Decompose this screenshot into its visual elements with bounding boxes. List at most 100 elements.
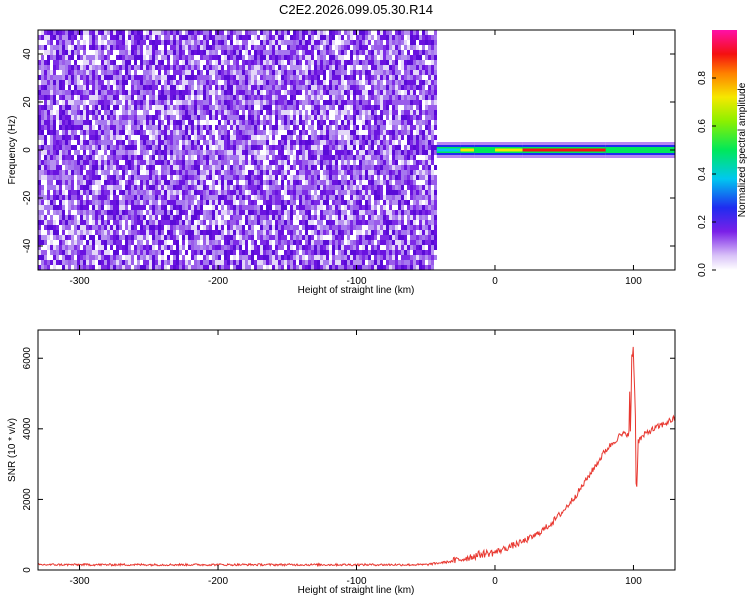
noise-cell — [341, 145, 344, 150]
noise-cell — [200, 140, 203, 145]
noise-cell — [167, 130, 170, 135]
noise-cell — [236, 150, 239, 155]
noise-cell — [83, 105, 86, 110]
noise-cell — [146, 230, 149, 235]
noise-cell — [164, 245, 167, 250]
noise-cell — [77, 265, 80, 270]
noise-cell — [224, 190, 227, 195]
noise-cell — [326, 245, 329, 250]
noise-cell — [293, 225, 296, 230]
noise-cell — [149, 155, 152, 160]
noise-cell — [320, 135, 323, 140]
noise-cell — [281, 220, 284, 225]
noise-cell — [83, 40, 86, 45]
noise-cell — [113, 250, 116, 255]
noise-cell — [128, 85, 131, 90]
noise-cell — [338, 240, 341, 245]
noise-cell — [266, 145, 269, 150]
noise-cell — [323, 95, 326, 100]
noise-cell — [92, 130, 95, 135]
noise-cell — [185, 65, 188, 70]
noise-cell — [311, 55, 314, 60]
noise-cell — [287, 130, 290, 135]
noise-cell — [302, 100, 305, 105]
noise-cell — [155, 260, 158, 265]
noise-cell — [128, 125, 131, 130]
noise-cell — [116, 140, 119, 145]
noise-cell — [266, 40, 269, 45]
noise-cell — [332, 70, 335, 75]
noise-cell — [206, 85, 209, 90]
noise-cell — [170, 55, 173, 60]
noise-cell — [257, 65, 260, 70]
noise-cell — [113, 100, 116, 105]
noise-cell — [326, 185, 329, 190]
noise-cell — [257, 60, 260, 65]
noise-cell — [302, 225, 305, 230]
noise-cell — [206, 100, 209, 105]
noise-cell — [257, 265, 260, 270]
noise-cell — [326, 115, 329, 120]
noise-cell — [101, 255, 104, 260]
noise-cell — [206, 225, 209, 230]
noise-cell — [251, 125, 254, 130]
noise-cell — [68, 40, 71, 45]
noise-cell — [101, 170, 104, 175]
noise-cell — [143, 130, 146, 135]
noise-cell — [143, 110, 146, 115]
noise-cell — [47, 170, 50, 175]
noise-cell — [161, 50, 164, 55]
noise-cell — [56, 230, 59, 235]
noise-cell — [128, 205, 131, 210]
noise-cell — [284, 145, 287, 150]
noise-cell — [182, 155, 185, 160]
noise-cell — [161, 135, 164, 140]
noise-cell — [299, 165, 302, 170]
noise-cell — [128, 185, 131, 190]
noise-cell — [128, 75, 131, 80]
noise-cell — [242, 115, 245, 120]
noise-cell — [38, 180, 41, 185]
noise-cell — [164, 170, 167, 175]
noise-cell — [110, 240, 113, 245]
noise-cell — [98, 70, 101, 75]
noise-cell — [74, 30, 77, 35]
noise-cell — [164, 200, 167, 205]
noise-cell — [107, 50, 110, 55]
noise-cell — [179, 195, 182, 200]
noise-cell — [131, 255, 134, 260]
noise-cell — [95, 85, 98, 90]
noise-cell — [206, 50, 209, 55]
noise-cell — [95, 90, 98, 95]
noise-cell — [65, 260, 68, 265]
noise-cell — [296, 240, 299, 245]
noise-cell — [170, 240, 173, 245]
noise-cell — [209, 180, 212, 185]
noise-cell — [179, 160, 182, 165]
noise-cell — [110, 265, 113, 270]
noise-cell — [287, 150, 290, 155]
noise-cell — [251, 120, 254, 125]
noise-cell — [170, 205, 173, 210]
noise-cell — [170, 70, 173, 75]
noise-cell — [203, 140, 206, 145]
noise-cell — [329, 65, 332, 70]
noise-cell — [215, 190, 218, 195]
noise-cell — [113, 40, 116, 45]
noise-cell — [239, 140, 242, 145]
noise-cell — [86, 130, 89, 135]
noise-cell — [314, 245, 317, 250]
noise-cell — [320, 215, 323, 220]
noise-cell — [98, 100, 101, 105]
noise-cell — [50, 95, 53, 100]
noise-cell — [314, 250, 317, 255]
noise-cell — [275, 55, 278, 60]
noise-cell — [224, 170, 227, 175]
noise-cell — [269, 245, 272, 250]
noise-cell — [113, 65, 116, 70]
noise-cell — [230, 155, 233, 160]
noise-cell — [125, 165, 128, 170]
noise-cell — [164, 130, 167, 135]
noise-cell — [194, 235, 197, 240]
noise-cell — [242, 170, 245, 175]
